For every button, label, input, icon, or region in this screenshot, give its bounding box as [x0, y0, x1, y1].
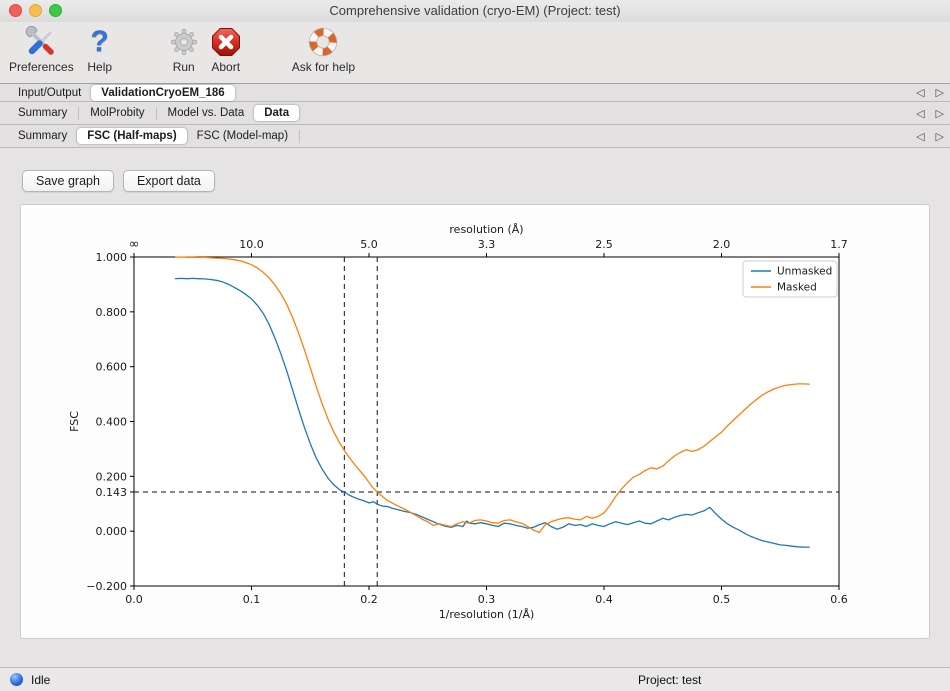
y-tick-label: 1.000: [96, 251, 128, 264]
y-tick-label: 0.143: [96, 486, 128, 499]
x-tick-label: 0.5: [713, 593, 731, 606]
scroll-right-icon[interactable]: ▷: [935, 107, 944, 120]
y-axis-title: FSC: [68, 411, 81, 432]
tab-scroll-arrows: ◁ ▷: [916, 84, 944, 101]
top-tick-label: 2.5: [595, 238, 613, 251]
fsc-chart: ∞ 10.0 5.0 3.3 2.5 2.0 1.7 resolution (Å) 0.0 0.1…: [68, 223, 848, 621]
ask-for-help-label: Ask for help: [291, 60, 356, 74]
tab-separator: [155, 106, 157, 120]
tab-separator: [299, 129, 301, 143]
y-axis: 1.000 0.800 0.600 0.400 0.200 0.143 0.000 −0.20…: [68, 251, 134, 593]
tab-molprobity[interactable]: MolProbity: [90, 107, 145, 119]
preferences-button[interactable]: Preferences: [4, 25, 79, 74]
scroll-left-icon[interactable]: ◁: [916, 130, 925, 143]
legend-label: Unmasked: [777, 266, 832, 278]
y-tick-label: 0.800: [96, 306, 128, 319]
series-unmasked: [175, 277, 810, 548]
gear-icon: [168, 25, 200, 59]
legend: Unmasked Masked: [742, 260, 838, 298]
tab-scroll-arrows: ◁ ▷: [916, 102, 944, 124]
top-tick-label: 3.3: [478, 238, 496, 251]
maximize-button[interactable]: [49, 4, 62, 17]
abort-label: Abort: [211, 60, 241, 74]
save-graph-button[interactable]: Save graph: [22, 170, 114, 192]
help-button[interactable]: ? Help: [79, 25, 121, 75]
preferences-label: Preferences: [9, 60, 74, 74]
scroll-right-icon[interactable]: ▷: [935, 87, 944, 99]
tab-fsc-half-maps[interactable]: FSC (Half-maps): [77, 128, 187, 144]
plot-frame: [133, 256, 840, 587]
scroll-right-icon[interactable]: ▷: [935, 130, 944, 143]
tab-row-middle: Summary MolProbity Model vs. Data Data ◁…: [0, 102, 950, 125]
tools-icon: [25, 25, 57, 59]
status-text: Idle: [31, 672, 51, 687]
window-title: Comprehensive validation (cryo-EM) (Proj…: [329, 3, 621, 18]
x-axis: 0.0 0.1 0.2 0.3 0.4 0.5 0.6 1/resolution (1/Å): [125, 586, 848, 621]
top-tick-label: 2.0: [713, 238, 731, 251]
graph-actions: Save graph Export data: [22, 170, 215, 192]
x-tick-label: 0.4: [595, 593, 613, 606]
tab-row-top: Input/Output ValidationCryoEM_186 ◁ ▷: [0, 84, 950, 102]
export-data-button[interactable]: Export data: [122, 170, 215, 192]
series-masked: [175, 256, 810, 534]
close-button[interactable]: [9, 4, 22, 17]
traffic-lights: [9, 4, 62, 17]
y-tick-label: 0.200: [96, 470, 128, 483]
content-area: Save graph Export data ∞ 10.0 5.0 3.3 2.5 2.0…: [0, 148, 950, 667]
titlebar: Comprehensive validation (cryo-EM) (Proj…: [0, 0, 950, 22]
plot-panel: ∞ 10.0 5.0 3.3 2.5 2.0 1.7 resolution (Å) 0.0 0.1…: [20, 204, 930, 639]
ask-for-help-button[interactable]: Ask for help: [287, 25, 360, 74]
y-tick-label: 0.000: [96, 525, 128, 538]
x-tick-label: 0.3: [478, 593, 496, 606]
x-tick-label: 0.6: [830, 593, 848, 606]
x-tick-label: 0.1: [243, 593, 261, 606]
abort-button[interactable]: Abort: [205, 25, 247, 74]
top-tick-label: 5.0: [360, 238, 378, 251]
tab-model-vs-data[interactable]: Model vs. Data: [167, 107, 245, 119]
question-icon: ?: [90, 25, 109, 58]
y-tick-label: 0.400: [96, 416, 128, 429]
scroll-left-icon[interactable]: ◁: [916, 107, 925, 120]
legend-label: Masked: [777, 282, 817, 294]
tab-data[interactable]: Data: [254, 105, 300, 121]
tab-input-output[interactable]: Input/Output: [18, 86, 82, 99]
x-axis-title: 1/resolution (1/Å): [439, 608, 535, 621]
legend-box: [742, 260, 838, 298]
tab-separator: [78, 106, 80, 120]
top-tick-label: 1.7: [830, 238, 848, 251]
top-axis: ∞ 10.0 5.0 3.3 2.5 2.0 1.7 resolution (Å): [129, 223, 848, 257]
top-tick-label: ∞: [129, 237, 140, 252]
status-indicator-icon: [10, 673, 23, 686]
project-label: Project: test: [638, 672, 702, 687]
lifebuoy-icon: [307, 25, 339, 59]
toolbar: Preferences ? Help: [0, 22, 950, 84]
top-axis-title: resolution (Å): [449, 223, 523, 236]
tab-row-bottom: Summary FSC (Half-maps) FSC (Model-map) …: [0, 125, 950, 148]
y-tick-label: 0.600: [96, 361, 128, 374]
run-button[interactable]: Run: [163, 25, 205, 74]
abort-icon: [210, 25, 242, 59]
tab-summary-2[interactable]: Summary: [18, 130, 68, 142]
scroll-left-icon[interactable]: ◁: [916, 87, 925, 99]
tab-fsc-model-map[interactable]: FSC (Model-map): [196, 130, 289, 142]
x-tick-label: 0.2: [360, 593, 378, 606]
top-tick-label: 10.0: [239, 238, 264, 251]
y-tick-label: −0.200: [86, 580, 127, 593]
x-tick-label: 0.0: [125, 593, 143, 606]
minimize-button[interactable]: [29, 4, 42, 17]
run-label: Run: [172, 60, 195, 74]
tab-validationcryoem-186[interactable]: ValidationCryoEM_186: [91, 84, 235, 101]
help-label: Help: [87, 60, 113, 74]
tab-summary[interactable]: Summary: [18, 107, 68, 119]
tab-scroll-arrows: ◁ ▷: [916, 125, 944, 147]
status-bar: Idle Project: test: [0, 667, 950, 691]
